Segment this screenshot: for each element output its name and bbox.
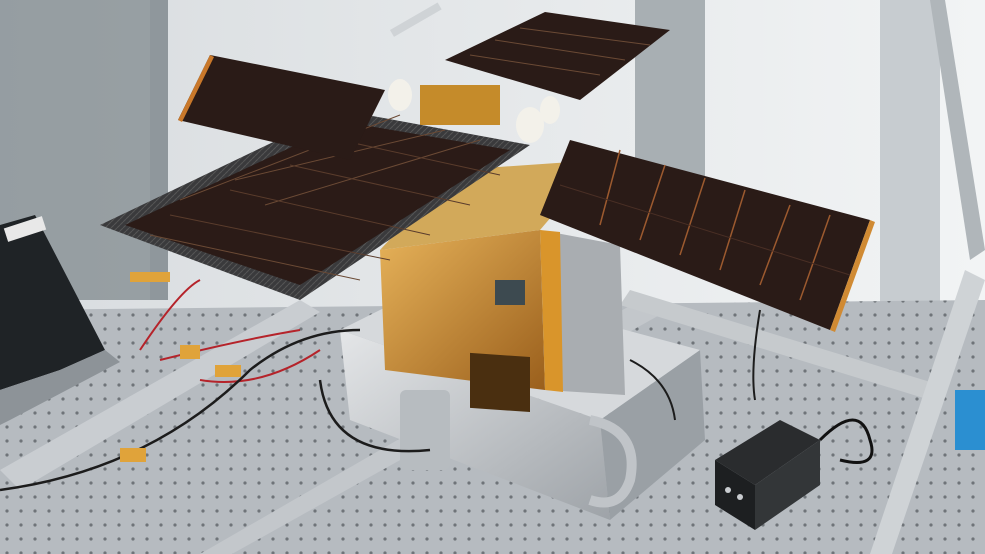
- solar-panel-right: [540, 140, 875, 332]
- wall-panel: [880, 0, 940, 330]
- window-frame: [150, 0, 168, 300]
- solar-panel-back-left: [178, 55, 385, 160]
- solar-panel-front-left: [100, 110, 530, 300]
- laptop: [0, 215, 120, 425]
- control-box: [715, 418, 874, 530]
- blue-container: [955, 390, 985, 450]
- satellite-body: [380, 160, 625, 413]
- wiring-harness: [0, 272, 761, 492]
- solar-panel-back: [445, 12, 670, 100]
